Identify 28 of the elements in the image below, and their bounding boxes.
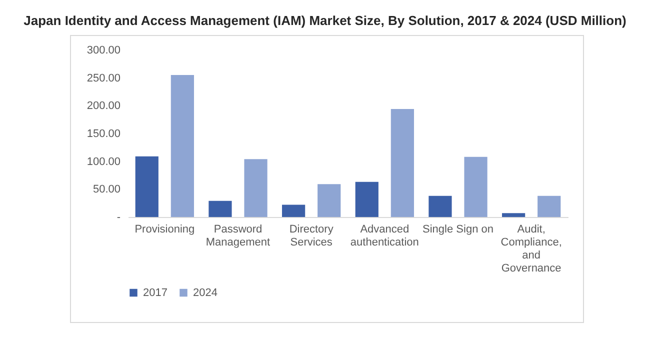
bar bbox=[390, 109, 414, 217]
y-tick-label: 300.00 bbox=[86, 44, 120, 56]
bar bbox=[538, 196, 561, 217]
x-tick-label: Provisioning bbox=[134, 224, 195, 236]
x-tick-label: Audit, Compliance, and Governance bbox=[500, 224, 562, 274]
bar bbox=[464, 156, 488, 217]
bar bbox=[282, 204, 306, 217]
legend-label: 2024 bbox=[193, 286, 218, 299]
y-tick-label: 50.00 bbox=[92, 184, 120, 196]
x-tick-label: Directory Services bbox=[289, 224, 334, 248]
legend-label: 2017 bbox=[143, 286, 168, 299]
y-tick-label: 100.00 bbox=[86, 156, 120, 168]
x-tick-label: Password Management bbox=[206, 224, 270, 248]
bar bbox=[244, 159, 268, 217]
bar bbox=[355, 182, 378, 217]
y-tick-label: - bbox=[116, 212, 121, 224]
bar bbox=[170, 75, 194, 217]
y-tick-label: 150.00 bbox=[86, 128, 120, 140]
bar bbox=[428, 196, 452, 217]
x-tick-label: Advanced authentication bbox=[350, 224, 419, 248]
y-tick-label: 200.00 bbox=[86, 100, 120, 112]
bar bbox=[318, 184, 341, 217]
y-tick-label: 250.00 bbox=[86, 72, 120, 84]
chart-title: Japan Identity and Access Management (IAM) Market Size, By Solution, 2017 & 2024 (USD Million) bbox=[24, 13, 626, 28]
bar bbox=[135, 156, 158, 217]
bar bbox=[208, 200, 232, 217]
x-tick-label: Single Sign on bbox=[422, 224, 494, 236]
bar bbox=[502, 213, 526, 217]
